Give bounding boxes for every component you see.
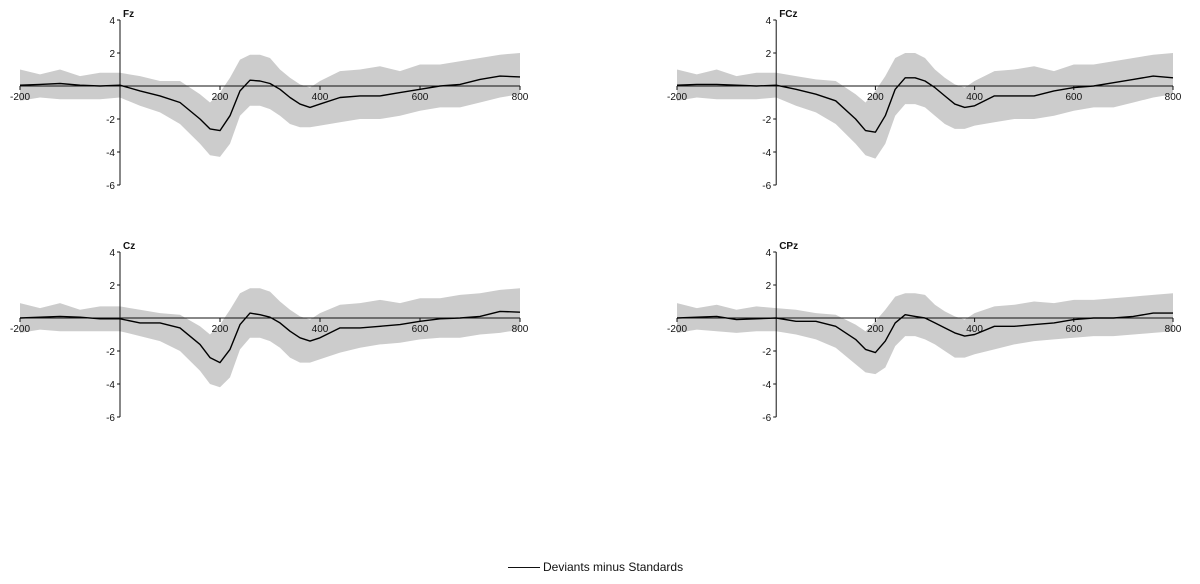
panel-1: -200 200 400 600 800 4 2 -2 -4 -6 FCz — [667, 9, 1182, 192]
y-tick-label: -2 — [106, 115, 115, 126]
x-tick-label: 400 — [312, 324, 329, 335]
y-tick-label: 2 — [109, 281, 115, 292]
y-tick-label: -6 — [762, 413, 771, 424]
x-tick-label: 400 — [966, 92, 983, 103]
x-tick-label: 800 — [1165, 92, 1182, 103]
panel-0: -200 200 400 600 800 4 2 -2 -4 -6 Fz — [10, 9, 529, 192]
y-tick-label: -4 — [762, 380, 771, 391]
series-line — [676, 312, 1173, 354]
x-tick-label: 600 — [1065, 324, 1082, 335]
x-tick-label: 200 — [867, 92, 884, 103]
panel-title: FCz — [779, 9, 797, 20]
confidence-band — [20, 288, 520, 388]
x-tick-label: 400 — [312, 92, 329, 103]
confidence-band — [20, 53, 520, 157]
y-tick-label: 2 — [766, 49, 772, 60]
y-tick-label: -6 — [106, 413, 115, 424]
x-tick-label: 600 — [412, 92, 429, 103]
x-tick-label: 600 — [1065, 92, 1082, 103]
confidence-band — [677, 53, 1173, 159]
y-tick-label: -4 — [762, 148, 771, 159]
x-tick-label: 200 — [212, 92, 229, 103]
y-tick-label: -2 — [762, 347, 771, 358]
y-tick-label: -6 — [106, 181, 115, 192]
x-tick-label: 200 — [867, 324, 884, 335]
panel-2: -200 200 400 600 800 4 2 -2 -4 -6 Cz — [10, 241, 529, 424]
x-tick-label: -200 — [10, 92, 30, 103]
panel-title: CPz — [779, 241, 798, 252]
x-tick-label: 200 — [212, 324, 229, 335]
panel-3: -200 200 400 600 800 4 2 -2 -4 -6 CPz — [667, 241, 1182, 424]
x-tick-label: 600 — [412, 324, 429, 335]
y-tick-label: -6 — [762, 181, 771, 192]
y-tick-label: -2 — [106, 347, 115, 358]
x-tick-label: 800 — [512, 92, 529, 103]
y-tick-label: 4 — [109, 16, 115, 27]
panel-title: Cz — [123, 241, 135, 252]
y-tick-label: -4 — [106, 380, 115, 391]
y-tick-label: -4 — [106, 148, 115, 159]
series-line — [19, 310, 521, 364]
series-line — [19, 75, 521, 132]
x-tick-label: 800 — [512, 324, 529, 335]
x-tick-label: 800 — [1165, 324, 1182, 335]
series-line — [676, 75, 1174, 133]
x-tick-label: -200 — [667, 92, 687, 103]
panel-title: Fz — [123, 9, 134, 20]
y-tick-label: 4 — [766, 248, 772, 259]
confidence-band — [677, 293, 1173, 375]
y-tick-label: 4 — [766, 16, 772, 27]
y-tick-label: 2 — [766, 281, 772, 292]
y-tick-label: 2 — [109, 49, 115, 60]
x-tick-label: -200 — [10, 324, 30, 335]
y-tick-label: -2 — [762, 115, 771, 126]
legend: Deviants minus Standards — [508, 558, 683, 576]
y-tick-label: 4 — [109, 248, 115, 259]
legend-line-swatch — [508, 566, 540, 568]
x-tick-label: 400 — [966, 324, 983, 335]
legend-label: Deviants minus Standards — [543, 560, 684, 574]
x-tick-label: -200 — [667, 324, 687, 335]
